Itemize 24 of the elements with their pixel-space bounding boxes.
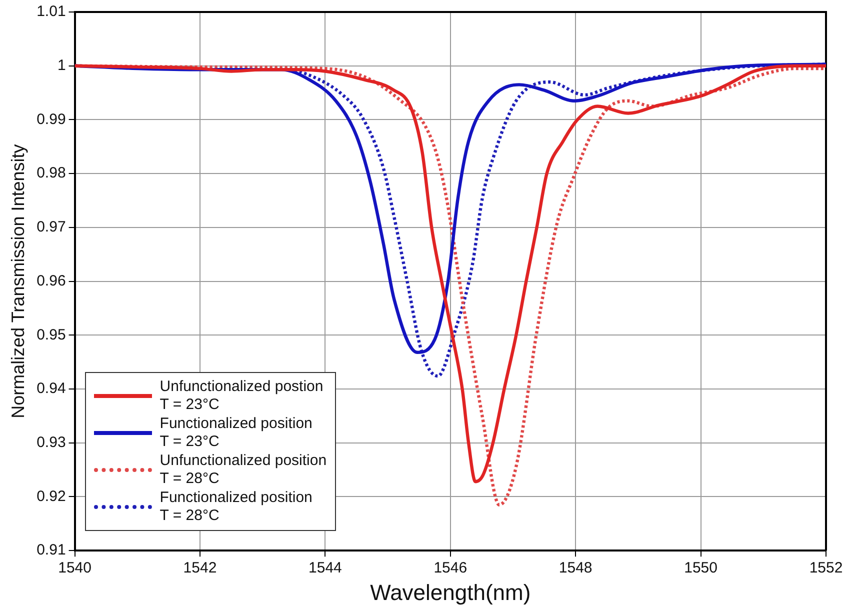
y-tick-label: 1 — [57, 57, 66, 74]
x-axis-title: Wavelength(nm) — [370, 580, 531, 605]
x-tick-label: 1540 — [58, 560, 92, 577]
y-tick-label: 0.98 — [36, 164, 66, 182]
x-tick-label: 1550 — [684, 560, 718, 577]
y-tick-label: 0.91 — [36, 542, 66, 559]
x-tick-label: 1546 — [434, 560, 468, 577]
x-tick-label: 1552 — [809, 560, 843, 577]
y-tick-label: 0.92 — [36, 488, 66, 505]
x-tick-label: 1544 — [308, 560, 342, 577]
y-tick-label: 0.94 — [36, 380, 66, 398]
y-tick-label: 0.96 — [36, 272, 66, 290]
x-tick-label: 1548 — [558, 560, 592, 577]
legend-label: Functionalized position T = 23°C — [160, 414, 312, 451]
legend-label: Functionalized position T = 28°C — [160, 488, 312, 525]
y-tick-label: 0.97 — [36, 218, 66, 236]
y-tick-label: 1.01 — [36, 3, 66, 20]
x-tick-label: 1542 — [183, 560, 217, 577]
y-tick-label: 0.99 — [36, 110, 66, 128]
legend-label: Unfunctionalized postion T = 23°C — [160, 378, 324, 414]
y-tick-label: 0.93 — [36, 434, 66, 452]
y-tick-label: 0.95 — [36, 326, 66, 344]
legend-label: Unfunctionalized position T = 28°C — [160, 452, 327, 488]
y-axis-title: Normalized Transmission Intensity — [8, 144, 28, 418]
